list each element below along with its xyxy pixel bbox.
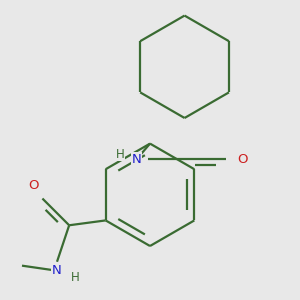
Text: H: H bbox=[70, 271, 79, 284]
Text: O: O bbox=[28, 179, 39, 192]
Text: N: N bbox=[132, 153, 141, 166]
Text: O: O bbox=[237, 153, 248, 166]
Text: N: N bbox=[52, 264, 62, 277]
Text: H: H bbox=[116, 148, 124, 161]
